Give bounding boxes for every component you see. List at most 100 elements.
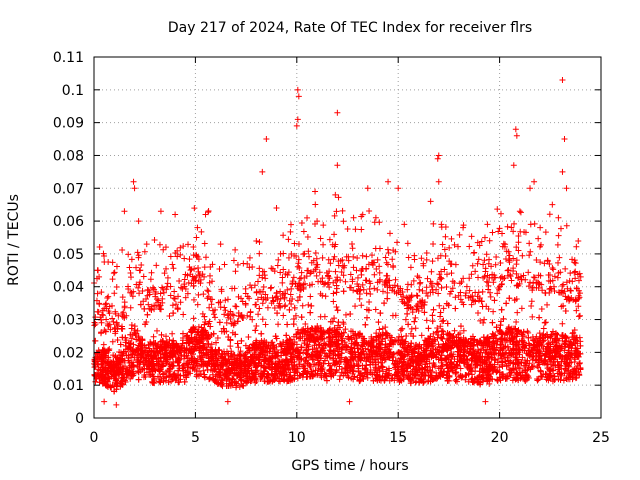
data-point [100, 367, 107, 374]
data-point [218, 381, 225, 388]
data-point [328, 373, 335, 380]
data-point [497, 322, 504, 329]
data-point [523, 371, 530, 378]
data-point [496, 286, 503, 293]
data-point [219, 360, 226, 367]
data-point [117, 379, 124, 386]
data-point [352, 330, 359, 337]
data-point [163, 333, 170, 340]
data-point [338, 345, 345, 352]
data-point [242, 342, 249, 349]
data-point [249, 316, 256, 323]
data-point [267, 355, 274, 362]
data-point [418, 332, 425, 339]
data-point [490, 308, 497, 315]
data-point [351, 373, 358, 380]
data-point [525, 334, 532, 341]
data-point [518, 359, 525, 366]
data-point [429, 351, 436, 358]
data-point [223, 382, 230, 389]
data-point [166, 365, 173, 372]
data-point [468, 357, 475, 364]
data-point [278, 352, 285, 359]
data-point [118, 323, 125, 330]
data-point [209, 347, 216, 354]
data-point [131, 354, 138, 361]
data-point [519, 354, 526, 361]
data-point [303, 341, 310, 348]
data-point [150, 333, 157, 340]
data-point [362, 366, 369, 373]
data-point [295, 335, 302, 342]
data-point [176, 356, 183, 363]
data-point [268, 354, 275, 361]
data-point [560, 302, 567, 309]
data-point [190, 315, 197, 322]
data-point [129, 370, 136, 377]
data-point [459, 299, 466, 306]
data-point [568, 345, 575, 352]
data-point [536, 353, 543, 360]
data-point [518, 305, 525, 312]
data-point [161, 351, 168, 358]
data-point [320, 360, 327, 367]
data-point [433, 372, 440, 379]
data-point [487, 349, 494, 356]
data-point [248, 367, 255, 374]
data-point [513, 319, 520, 326]
data-point [334, 342, 341, 349]
data-point [409, 368, 416, 375]
data-point [114, 336, 121, 343]
data-point [453, 376, 460, 383]
data-point [291, 369, 298, 376]
data-point [305, 334, 312, 341]
data-point [139, 354, 146, 361]
data-point [566, 359, 573, 366]
data-point [506, 350, 513, 357]
data-point [302, 320, 309, 327]
data-point [321, 313, 328, 320]
data-point [502, 330, 509, 337]
data-point [156, 378, 163, 385]
data-point [117, 352, 124, 359]
data-point [412, 371, 419, 378]
data-point [547, 354, 554, 361]
data-point [392, 337, 399, 344]
data-point [200, 291, 207, 298]
data-point [576, 360, 583, 367]
data-point [227, 369, 234, 376]
data-point [321, 357, 328, 364]
data-point [509, 345, 516, 352]
chart-title: Day 217 of 2024, Rate Of TEC Index for r… [168, 20, 532, 36]
data-point [541, 319, 548, 326]
data-point [211, 311, 218, 318]
data-point [477, 362, 484, 369]
data-point [542, 333, 549, 340]
data-point [107, 358, 114, 365]
data-point [294, 297, 301, 304]
data-point [379, 325, 386, 332]
data-point [336, 324, 343, 331]
data-point [430, 306, 437, 313]
data-point [557, 371, 564, 378]
data-point [311, 361, 318, 368]
data-point [216, 369, 223, 376]
data-point [222, 357, 229, 364]
data-point [205, 355, 212, 362]
data-point [529, 347, 536, 354]
data-point [468, 351, 475, 358]
data-point [394, 350, 401, 357]
data-point [245, 361, 252, 368]
data-point [326, 338, 333, 345]
data-point [303, 350, 310, 357]
data-point [190, 296, 197, 303]
data-point [333, 282, 340, 289]
data-point [193, 371, 200, 378]
data-point [558, 372, 565, 379]
data-point [375, 333, 382, 340]
data-point [280, 312, 287, 319]
data-point [147, 340, 154, 347]
data-point [499, 373, 506, 380]
data-point [415, 361, 422, 368]
data-point [259, 316, 266, 323]
